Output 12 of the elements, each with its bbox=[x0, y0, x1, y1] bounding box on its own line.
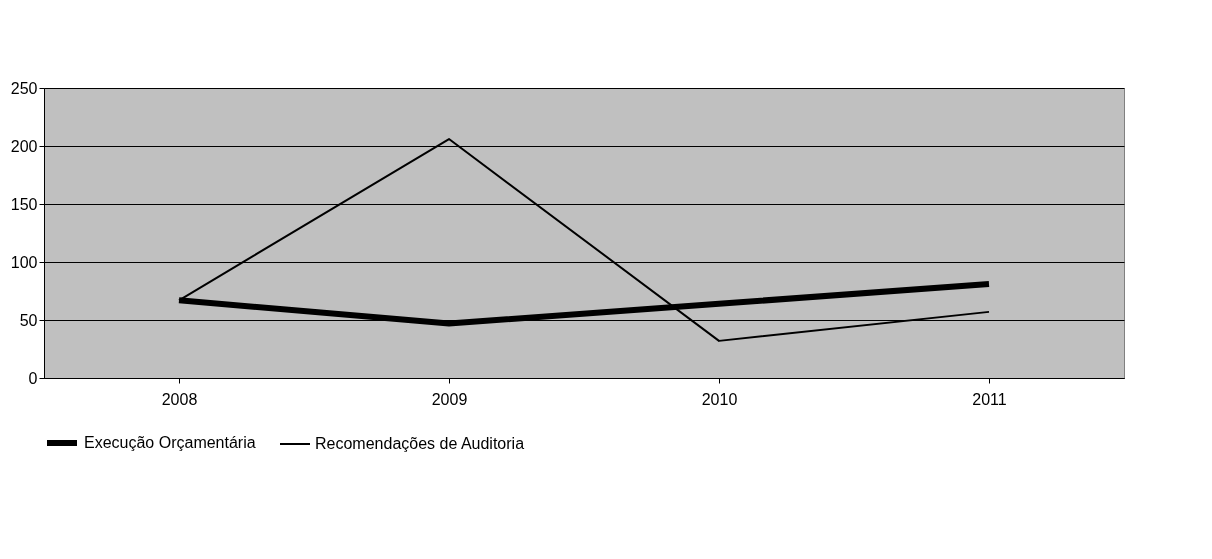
y-tick-label: 50 bbox=[19, 311, 38, 329]
y-tick-label: 250 bbox=[10, 79, 38, 97]
legend-label: Execução Orçamentária bbox=[84, 434, 256, 451]
y-tick-label: 150 bbox=[10, 195, 38, 213]
y-tick-label: 100 bbox=[10, 253, 38, 271]
y-tick-label: 200 bbox=[10, 137, 38, 155]
y-tick-label: 0 bbox=[28, 369, 38, 387]
x-tick-label: 2010 bbox=[701, 390, 738, 408]
legend-label: Recomendações de Auditoria bbox=[315, 435, 525, 452]
x-tick-label: 2008 bbox=[161, 390, 198, 408]
x-tick-label: 2011 bbox=[972, 390, 1007, 408]
x-tick-label: 2009 bbox=[431, 390, 468, 408]
